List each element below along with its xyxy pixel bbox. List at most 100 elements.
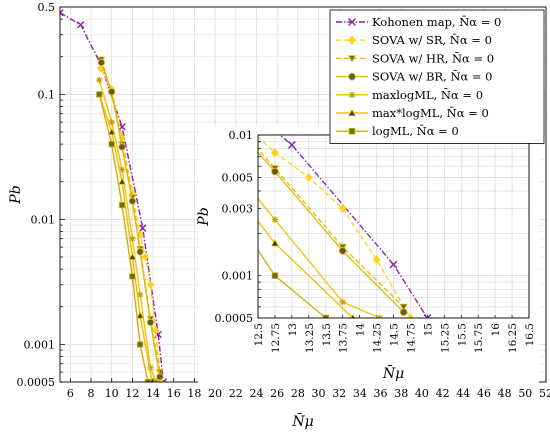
data-point	[108, 140, 115, 148]
inset-y-tick-label: 0.003	[222, 203, 254, 216]
inset-series-0	[279, 135, 432, 318]
x-tick-label: 36	[374, 387, 388, 400]
y-tick-label: 0.1	[38, 88, 56, 101]
main-series-clip	[60, 9, 168, 382]
inset-x-tick-label: 15.75	[473, 323, 485, 353]
data-point	[107, 127, 116, 135]
data-point	[147, 364, 154, 371]
legend-entry: SOVA w/ SR, N̄α = 0	[336, 33, 492, 47]
data-point	[136, 248, 144, 256]
x-tick-label: 46	[477, 387, 491, 400]
inset-x-tick-label: 12.5	[253, 323, 265, 346]
x-tick-label: 50	[518, 387, 532, 400]
inset-data-point	[399, 303, 408, 312]
inset-x-tick-label: 14	[355, 323, 367, 337]
inset-data-point	[372, 255, 381, 265]
inset-series-3	[258, 151, 408, 317]
inset-data-point	[287, 141, 296, 149]
data-point	[118, 143, 126, 151]
legend-marker	[348, 127, 356, 135]
legend-entry: SOVA w/ BR, N̄α = 0	[336, 70, 492, 84]
inset-data-point	[270, 239, 280, 247]
inset-x-tick-label: 13	[287, 323, 299, 336]
inset-data-point	[338, 247, 347, 255]
x-tick-label: 20	[208, 387, 222, 400]
legend-marker	[348, 72, 356, 81]
inset-data-point	[271, 148, 279, 158]
legend: Kohonen map, N̄α = 0 SOVA w/ SR, N̄α = 0 S…	[329, 9, 545, 144]
inset-x-tick-label: 12.75	[270, 323, 282, 353]
legend-label: SOVA w/ HR, N̄α = 0	[372, 51, 494, 65]
main-axes: 6 8 10 12 14 16 18 20 22 24 26 28 30 32 34 36 38 40 42 44 46…	[17, 1, 550, 400]
axis-labels: N̄μ Pb N̄μ Pb	[8, 185, 404, 430]
data-point	[60, 9, 64, 17]
x-tick-label: 14	[146, 387, 160, 400]
x-tick-label: 6	[67, 387, 74, 400]
inset-x-tick-label: 14.5	[389, 323, 401, 346]
x-tick-label: 48	[498, 387, 512, 400]
inset-data-point	[338, 203, 347, 214]
y-tick-label: 0.5	[38, 1, 56, 14]
x-tick-label: 52	[539, 387, 550, 400]
data-point	[118, 202, 126, 209]
inset-data-point	[271, 272, 279, 279]
series-6	[96, 91, 152, 382]
main-series	[60, 9, 168, 382]
inset-series-line	[258, 136, 411, 318]
legend-entry: max*logML, N̄α = 0	[336, 106, 489, 120]
legend-label: max*logML, N̄α = 0	[372, 106, 489, 120]
inset-x-tick-label: 15	[422, 323, 434, 336]
inset-series-4	[258, 197, 384, 318]
x-tick-label: 30	[312, 387, 326, 400]
inset-data-point	[399, 308, 408, 317]
y-tick-label: 0.01	[31, 213, 56, 226]
x-tick-label: 40	[415, 387, 429, 400]
inset-x-tick-label: 15.25	[439, 323, 451, 353]
inset-series-1	[258, 136, 415, 318]
inset-data-point	[271, 216, 279, 224]
x-tick-label: 42	[436, 387, 450, 400]
data-point	[118, 166, 126, 173]
x-tick-label: 32	[332, 387, 346, 400]
inset-series-line	[258, 248, 327, 318]
data-point	[96, 91, 103, 98]
legend-marker	[348, 91, 356, 99]
data-point	[136, 311, 145, 319]
data-point	[137, 341, 144, 348]
legend-entry: Kohonen map, N̄α = 0	[336, 15, 501, 29]
data-point	[129, 273, 136, 280]
inset-x-tick-label: 13.5	[321, 323, 333, 346]
inset-x-tick-label: 16	[490, 323, 502, 337]
data-point	[139, 224, 147, 232]
inset-y-tick-label: 0.005	[222, 171, 254, 184]
x-tick-label: 44	[456, 387, 470, 400]
data-point	[156, 373, 164, 381]
data-point	[96, 76, 103, 84]
x-tick-label: 16	[167, 387, 181, 400]
inset-data-point	[271, 167, 279, 176]
inset-data-point	[406, 313, 415, 318]
data-point	[141, 252, 149, 262]
legend-marker	[348, 35, 356, 45]
x-tick-label: 34	[353, 387, 367, 400]
legend-marker	[347, 55, 357, 63]
legend-entry: maxlogML, N̄α = 0	[336, 88, 483, 102]
inset-background	[198, 125, 539, 388]
x-tick-label: 28	[291, 387, 305, 400]
data-point	[129, 235, 136, 242]
inset-data-point	[305, 172, 313, 182]
data-point	[152, 325, 160, 335]
inset-x-tick-label: 16.5	[524, 323, 536, 346]
y-tick-label: 0.0005	[17, 376, 56, 389]
inset-x-tick-label: 13.25	[304, 323, 316, 353]
y-tick-label: 0.001	[24, 338, 56, 351]
inset-x-tick-label: 14.25	[372, 323, 384, 353]
legend-label: SOVA w/ SR, N̄α = 0	[372, 33, 492, 47]
inset-y-tick-label: 0.0005	[215, 312, 254, 325]
inset-y-tick-label: 0.001	[222, 270, 254, 283]
data-point	[76, 21, 85, 29]
inset-data-point	[423, 314, 432, 318]
series-line	[98, 94, 149, 382]
inset-data-point	[339, 298, 347, 306]
inset-y-tick-label: 0.01	[229, 129, 254, 142]
